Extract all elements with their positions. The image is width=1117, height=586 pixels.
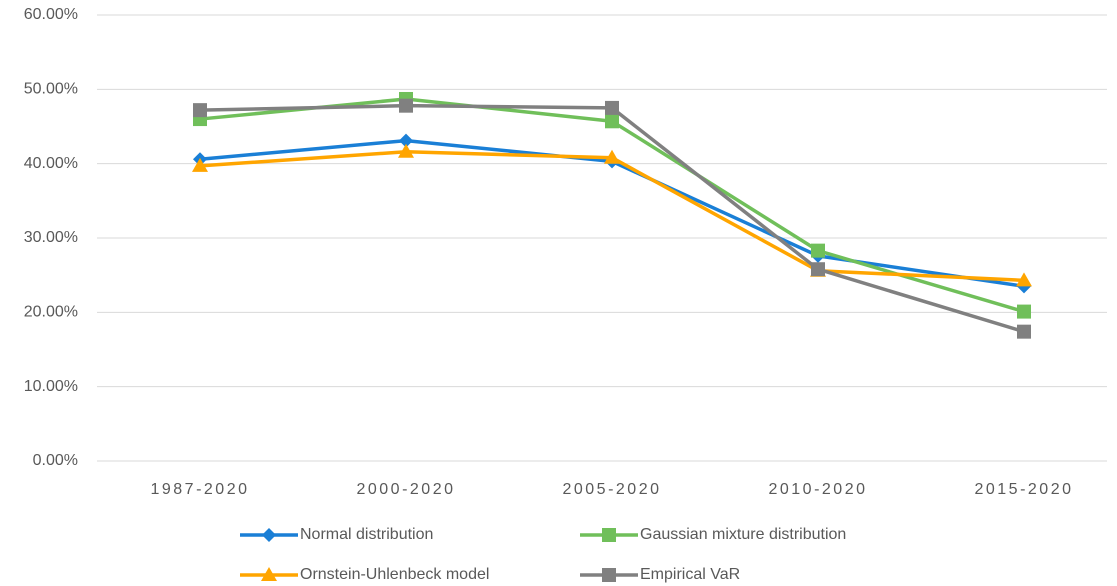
legend-marker — [602, 528, 616, 542]
marker — [192, 157, 208, 172]
y-tick-label: 50.00% — [24, 81, 78, 98]
legend-marker — [602, 568, 616, 582]
y-tick-label: 40.00% — [24, 155, 78, 172]
marker — [193, 103, 207, 118]
marker — [605, 114, 619, 129]
y-tick-label: 60.00% — [24, 6, 78, 23]
y-tick-label: 30.00% — [24, 229, 78, 246]
legend-marker — [262, 528, 276, 542]
marker — [399, 133, 413, 148]
marker — [1017, 304, 1031, 319]
x-tick-label: 2010-2020 — [768, 481, 867, 498]
series-line — [199, 150, 1025, 283]
series-line — [199, 103, 1025, 334]
x-tick-label: 1987-2020 — [150, 481, 249, 498]
marker — [811, 243, 825, 258]
marker — [604, 149, 620, 164]
x-tick-label: 2000-2020 — [356, 481, 455, 498]
marker — [811, 262, 825, 277]
legend-marker — [261, 567, 277, 581]
y-tick-label: 0.00% — [33, 452, 78, 469]
series-line — [199, 97, 1025, 314]
legend-label: Ornstein-Uhlenbeck model — [300, 566, 489, 583]
marker — [398, 143, 414, 158]
x-tick-label: 2005-2020 — [562, 481, 661, 498]
x-tick-label: 2015-2020 — [974, 481, 1073, 498]
legend-label: Empirical VaR — [640, 566, 740, 583]
marker — [1016, 272, 1032, 287]
legend-label: Normal distribution — [300, 526, 433, 543]
legend-label: Gaussian mixture distribution — [640, 526, 846, 543]
marker — [399, 98, 413, 113]
y-tick-label: 20.00% — [24, 304, 78, 321]
marker — [1017, 324, 1031, 339]
y-tick-label: 10.00% — [24, 378, 78, 395]
marker — [605, 100, 619, 115]
